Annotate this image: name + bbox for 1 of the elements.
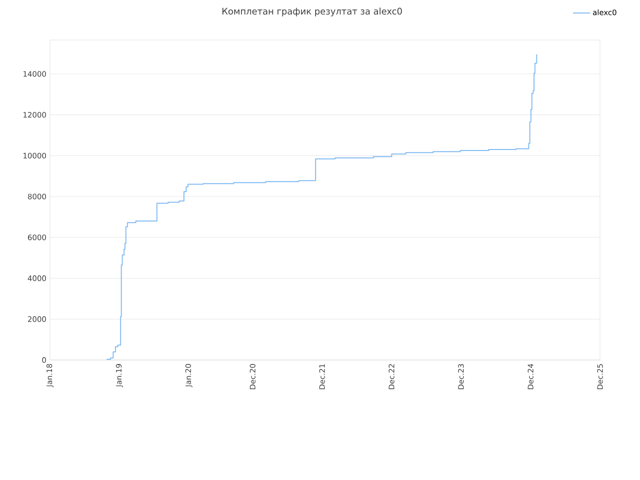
chart-title: Комплетан график резултат за alexc0: [222, 8, 402, 16]
